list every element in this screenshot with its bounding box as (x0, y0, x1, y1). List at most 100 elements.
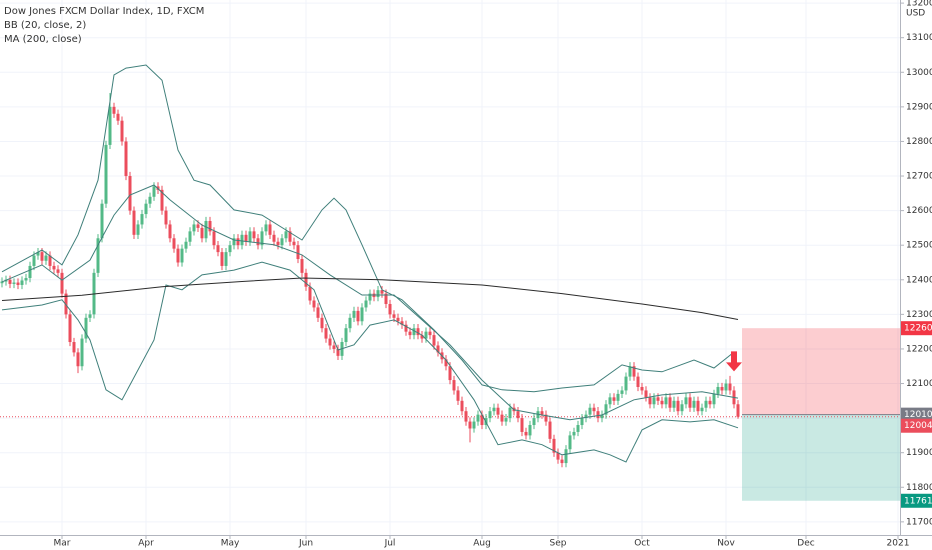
candle-body (344, 328, 348, 343)
candle-body (684, 397, 688, 405)
candle-body (572, 431, 576, 436)
last-price-label: 12004 (904, 421, 932, 431)
candle-body (464, 411, 468, 422)
candle-body (380, 290, 384, 294)
x-tick-label: 2021 (887, 539, 910, 549)
candle-body (516, 411, 520, 419)
candle-body (676, 400, 680, 412)
candle-body (620, 390, 624, 394)
candle-body (108, 106, 112, 145)
candle-body (0, 281, 4, 284)
candle-body (728, 383, 732, 391)
candle-body (424, 331, 428, 339)
candle-body (252, 231, 256, 239)
candle-body (492, 407, 496, 412)
x-tick-label: Oct (634, 539, 650, 549)
candle-body (388, 303, 392, 315)
candle-body (404, 324, 408, 332)
candle-body (180, 248, 184, 263)
candle-body (248, 231, 252, 242)
ma-line (1, 277, 739, 320)
candle-body (704, 400, 708, 408)
candle-body (80, 338, 84, 367)
candle-body (608, 397, 612, 405)
x-tick-label: Sep (550, 539, 567, 549)
x-tick-label: Aug (473, 539, 491, 549)
candle-body (548, 421, 552, 439)
candle-body (112, 106, 116, 114)
candle-body (8, 279, 12, 284)
y-tick-label: 12300 (906, 310, 932, 320)
candle-body (556, 452, 560, 460)
candle-body (28, 265, 32, 279)
candle-body (36, 252, 40, 256)
plot (0, 64, 742, 468)
candle-body (96, 238, 100, 273)
candle-body (412, 328, 416, 336)
candle-body (152, 186, 156, 197)
candle-body (260, 231, 264, 246)
candle-body (496, 407, 500, 415)
candle-body (120, 120, 124, 142)
candle-body (376, 290, 380, 298)
candle-body (580, 418, 584, 426)
candle-body (136, 224, 140, 235)
candle-body (324, 328, 328, 339)
bb-lower (1, 261, 739, 463)
y-tick-label: 11800 (906, 483, 932, 493)
candle-body (348, 317, 352, 329)
y-tick-label: 12700 (906, 172, 932, 182)
candle-body (272, 234, 276, 242)
y-tick-label: 11900 (906, 448, 932, 458)
candle-body (468, 421, 472, 429)
y-tick-label: 12400 (906, 275, 932, 285)
candle-body (204, 220, 208, 239)
candle-body (432, 335, 436, 346)
candle-body (236, 238, 240, 246)
candle-body (288, 231, 292, 242)
candle-body (12, 282, 16, 284)
candle-body (628, 366, 632, 377)
candle-body (552, 438, 556, 453)
candle-body (540, 411, 544, 415)
candle-body (296, 245, 300, 260)
candle-body (652, 397, 656, 405)
candle-body (268, 224, 272, 235)
candle-body (84, 317, 88, 339)
candle-body (40, 252, 44, 261)
x-tick-label: Nov (717, 539, 735, 549)
candle-body (448, 366, 452, 381)
candle-body (416, 328, 420, 336)
candle-body (168, 224, 172, 239)
candle-body (332, 345, 336, 349)
candle-body (292, 241, 296, 246)
candle-body (596, 411, 600, 419)
candle-body (616, 393, 620, 401)
candle-body (320, 317, 324, 329)
candle-body (188, 231, 192, 242)
x-tick-label: Apr (138, 539, 154, 549)
entry-label-box (901, 407, 932, 422)
candle-body (48, 255, 52, 266)
candle-body (116, 113, 120, 121)
candle-body (568, 435, 572, 450)
y-tick-label: 12200 (906, 344, 932, 354)
candle-body (420, 335, 424, 339)
candle-body (56, 269, 60, 273)
y-tick-label: 12800 (906, 137, 932, 147)
signal-arrow (726, 351, 742, 372)
bb-middle (1, 184, 739, 421)
currency-label: USD (906, 9, 925, 19)
x-tick-label: Jul (384, 539, 396, 549)
candle-body (64, 293, 68, 315)
y-tick-label: 12500 (906, 241, 932, 251)
candle-body (352, 310, 356, 318)
candle-body (408, 331, 412, 336)
x-tick-label: Jun (298, 539, 313, 549)
candle-body (560, 459, 564, 464)
candle-body (524, 431, 528, 436)
candle-body (316, 307, 320, 318)
